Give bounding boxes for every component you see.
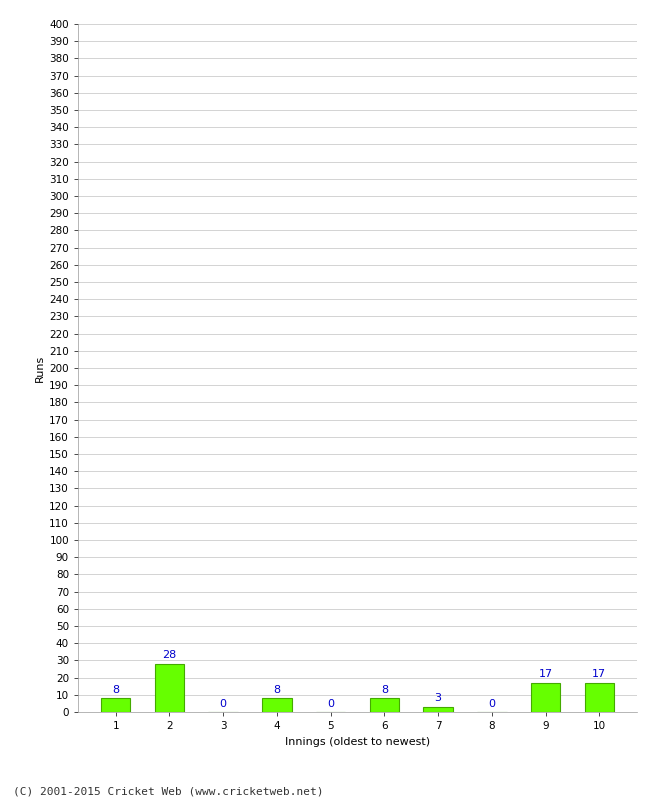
X-axis label: Innings (oldest to newest): Innings (oldest to newest) [285,737,430,746]
Text: 0: 0 [327,698,334,709]
Text: 8: 8 [273,685,280,694]
Bar [101,698,131,712]
Text: 0: 0 [488,698,495,709]
Y-axis label: Runs: Runs [35,354,45,382]
Bar [531,682,560,712]
Text: 8: 8 [112,685,119,694]
Bar [370,698,399,712]
Bar [423,707,453,712]
Text: 0: 0 [220,698,227,709]
Text: 17: 17 [539,670,552,679]
Text: (C) 2001-2015 Cricket Web (www.cricketweb.net): (C) 2001-2015 Cricket Web (www.cricketwe… [13,786,324,796]
Bar [584,682,614,712]
Text: 28: 28 [162,650,177,661]
Text: 8: 8 [381,685,388,694]
Bar [262,698,292,712]
Bar [155,664,184,712]
Text: 17: 17 [592,670,606,679]
Text: 3: 3 [435,694,441,703]
